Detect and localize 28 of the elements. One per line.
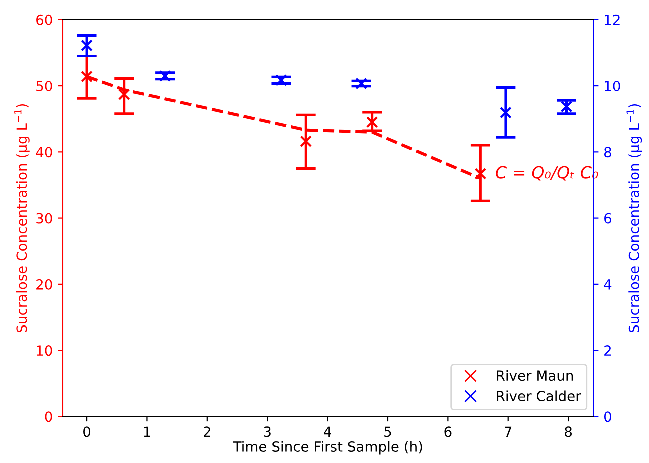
- x-tick-label: 1: [144, 426, 150, 437]
- y-axis-title: Sucralose Concentration (μg L$^{−1}$): [14, 104, 30, 333]
- legend-label: River Calder: [497, 390, 582, 402]
- y2-tick-label: 8: [604, 147, 612, 158]
- y-tick-label: 0: [45, 412, 52, 422]
- y-tick-label: 30: [36, 213, 52, 224]
- x-tick-label: 8: [565, 426, 572, 438]
- x-tick-label: 4: [324, 426, 332, 437]
- y-tick-label: 60: [36, 14, 52, 26]
- legend-label: River Maun: [497, 370, 574, 382]
- y2-tick-label: 6: [604, 213, 612, 224]
- y2-tick-label: 2: [604, 346, 612, 356]
- y-tick-label: 10: [37, 346, 52, 356]
- x-axis-title: Time Since First Sample (h): [233, 441, 422, 455]
- y-tick-label: 20: [36, 279, 52, 290]
- y-tick-label: 50: [36, 81, 52, 92]
- x-tick-label: 7: [505, 426, 512, 437]
- y2-tick-label: 12: [605, 14, 620, 26]
- x-tick-label: 5: [384, 426, 392, 438]
- y2-axis-title: Sucralose Concentration (μg L$^{−1}$): [626, 104, 642, 333]
- x-tick-label: 0: [84, 426, 91, 438]
- y-tick-label: 40: [36, 147, 52, 158]
- y2-tick-label: 4: [604, 280, 612, 290]
- y2-tick-label: 10: [605, 81, 620, 92]
- x-tick-label: 2: [204, 426, 210, 437]
- y2-tick-label: 0: [604, 412, 612, 422]
- x-tick-label: 6: [444, 426, 452, 438]
- x-tick-label: 3: [264, 426, 271, 438]
